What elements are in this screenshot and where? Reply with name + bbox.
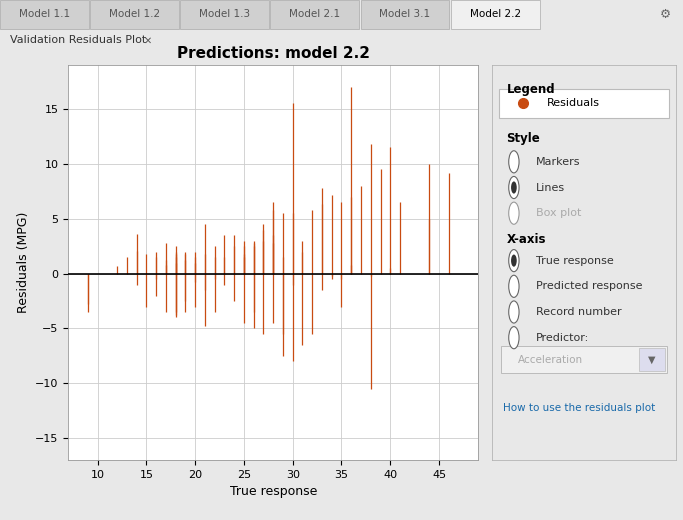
Text: Record number: Record number bbox=[536, 307, 622, 317]
Text: True response: True response bbox=[536, 256, 614, 266]
Text: Box plot: Box plot bbox=[536, 208, 581, 218]
Text: ▼: ▼ bbox=[648, 355, 656, 365]
Y-axis label: Residuals (MPG): Residuals (MPG) bbox=[16, 212, 29, 313]
Bar bbox=[639, 348, 665, 371]
Text: Model 3.1: Model 3.1 bbox=[380, 9, 430, 19]
Text: Lines: Lines bbox=[536, 183, 565, 192]
Bar bbox=[180, 0, 269, 29]
Circle shape bbox=[509, 250, 519, 271]
Text: Residuals: Residuals bbox=[547, 98, 600, 108]
Circle shape bbox=[511, 254, 517, 267]
Text: ⚙: ⚙ bbox=[660, 8, 671, 21]
Text: Acceleration: Acceleration bbox=[518, 355, 583, 365]
Text: Predicted response: Predicted response bbox=[536, 281, 643, 291]
Text: ✕: ✕ bbox=[143, 35, 152, 45]
Circle shape bbox=[509, 301, 519, 323]
Circle shape bbox=[509, 327, 519, 349]
Circle shape bbox=[509, 202, 519, 224]
Bar bbox=[361, 0, 449, 29]
Text: Predictor:: Predictor: bbox=[536, 333, 589, 343]
Text: Style: Style bbox=[507, 132, 540, 145]
Bar bbox=[451, 0, 540, 29]
Circle shape bbox=[509, 275, 519, 297]
Text: Model 2.2: Model 2.2 bbox=[470, 9, 520, 19]
Circle shape bbox=[509, 176, 519, 199]
Text: Validation Residuals Plot: Validation Residuals Plot bbox=[10, 35, 146, 45]
Title: Predictions: model 2.2: Predictions: model 2.2 bbox=[177, 46, 370, 61]
Text: Legend: Legend bbox=[507, 83, 555, 96]
Text: Model 1.3: Model 1.3 bbox=[199, 9, 250, 19]
Bar bbox=[0, 0, 89, 29]
Bar bbox=[270, 0, 359, 29]
X-axis label: True response: True response bbox=[229, 486, 317, 499]
Text: X-axis: X-axis bbox=[507, 233, 546, 246]
Bar bbox=[90, 0, 179, 29]
Bar bbox=[499, 89, 669, 119]
Text: Markers: Markers bbox=[536, 157, 581, 167]
Text: Model 2.1: Model 2.1 bbox=[290, 9, 340, 19]
Circle shape bbox=[509, 151, 519, 173]
Text: Model 1.2: Model 1.2 bbox=[109, 9, 160, 19]
Text: How to use the residuals plot: How to use the residuals plot bbox=[503, 403, 655, 413]
Text: Model 1.1: Model 1.1 bbox=[19, 9, 70, 19]
Bar bbox=[501, 346, 667, 373]
Circle shape bbox=[511, 181, 517, 193]
